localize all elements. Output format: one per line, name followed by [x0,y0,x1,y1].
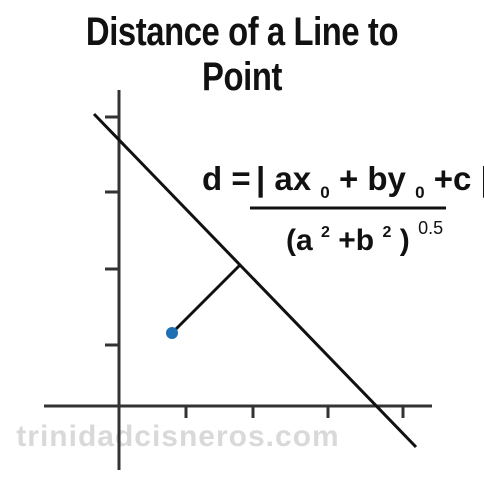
denominator-close: ) [400,224,410,257]
denominator-power: 0.5 [418,218,443,238]
formula-b-subscript: 0 [415,183,424,202]
distance-segment [170,263,242,335]
watermark: trinidadcisneros.com [16,420,339,453]
formula-plus: + [339,160,367,197]
denominator-open: (a [286,224,313,257]
formula-b-term: by [367,160,406,197]
formula-bar-close: | [481,160,484,197]
formula-a-subscript: 0 [320,183,329,202]
denominator-b-exponent: 2 [382,224,391,241]
denominator-a-exponent: 2 [321,224,330,241]
svg-text:d =: d = [202,160,251,197]
distance-formula: d = | ax 0 + by 0 +c | (a 2 +b 2 ) 0.5 [202,160,484,257]
point [166,327,178,339]
formula-bar-open: | [256,160,265,197]
svg-text:| ax 0 +: | ax 0 + by 0 +c | [256,160,484,205]
formula-c-term: +c [434,160,472,197]
svg-text:(a 2 +b 2: (a 2 +b 2 ) 0.5 [286,211,443,257]
page-title: Distance of a Line to Point [85,10,399,99]
line [92,112,418,449]
formula-lhs: d = [202,160,251,197]
formula-a-term: ax [274,160,311,197]
denominator-plus-b: +b [338,224,374,257]
